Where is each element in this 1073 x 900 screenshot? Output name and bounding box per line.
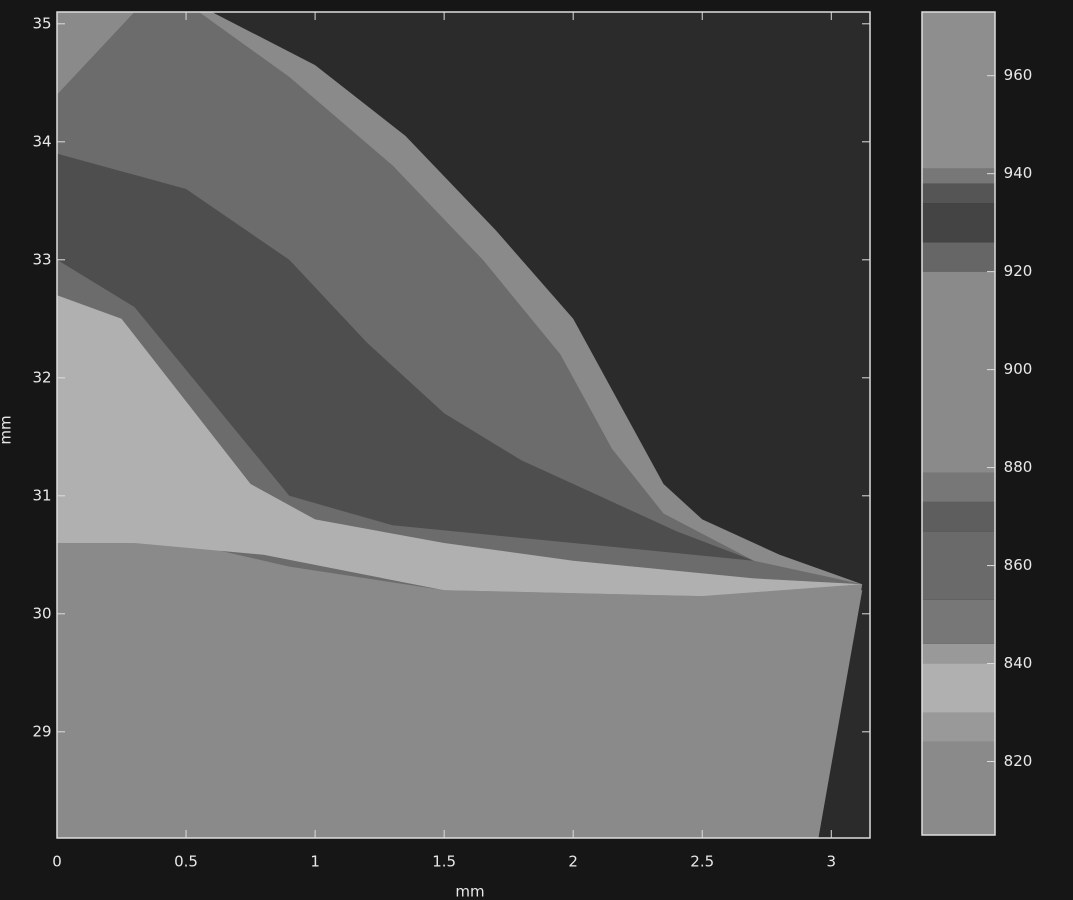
y-tick-label: 29 [32,722,51,740]
x-tick-label: 3 [827,853,837,871]
x-tick-label: 2.5 [690,853,714,871]
contour-region [57,543,863,838]
colorbar-tick-label: 860 [1004,556,1033,574]
colorbar-frame [921,11,996,836]
colorbar-tick-label: 960 [1004,66,1033,84]
colorbar-band [922,663,995,713]
x-tick-label: 1 [310,853,320,871]
y-tick-label: 35 [32,14,51,32]
colorbar-band [922,501,995,532]
colorbar-band [922,472,995,502]
y-tick-label: 30 [32,604,51,622]
colorbar-band [922,712,995,742]
x-tick-label: 0.5 [174,853,198,871]
x-axis-label: mm [455,883,484,900]
contour-region [57,295,863,597]
colorbar-band [922,643,995,664]
colorbar-band [922,183,995,204]
y-axis-label: mm [0,415,15,444]
y-tick-label: 32 [32,368,51,386]
x-tick-label: 2 [568,853,578,871]
colorbar-band [922,741,995,835]
colorbar-tick-label: 880 [1004,458,1033,476]
colorbar-band [922,168,995,184]
colorbar-tick-label: 940 [1004,164,1033,182]
colorbar-band [922,242,995,272]
x-tick-label: 1.5 [432,853,456,871]
colorbar-band [922,203,995,243]
x-tick-label: 0 [52,853,62,871]
colorbar-tick-label: 920 [1004,262,1033,280]
plot-frame [56,11,871,839]
colorbar-band [922,12,995,169]
colorbar-tick-label: 840 [1004,654,1033,672]
colorbar-tick-label: 900 [1004,360,1033,378]
contour-region [57,153,754,561]
y-tick-label: 34 [32,132,51,150]
colorbar-band [922,599,995,644]
colorbar-tick-label: 820 [1004,752,1033,770]
colorbar-band [922,531,995,600]
y-tick-label: 33 [32,250,51,268]
y-tick-label: 31 [32,486,51,504]
colorbar-band [922,271,995,473]
